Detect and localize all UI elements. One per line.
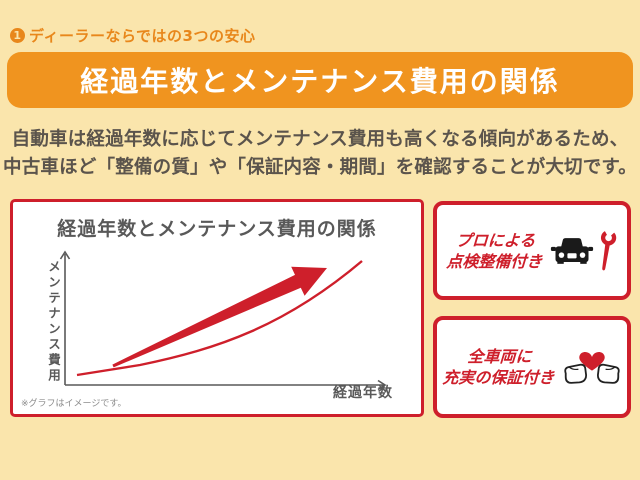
chart-card: 経過年数とメンテナンス費用の関係 メンテナンス費用 経過年数 ※グラフはイメージ… xyxy=(10,199,424,417)
intro-line-2: 中古車ほど「整備の質」や「保証内容・期間」を確認することが大切です。 xyxy=(3,157,637,178)
warranty-icons xyxy=(563,345,621,389)
chart-axes xyxy=(59,250,387,391)
feature-inspection-line-1: プロによる xyxy=(455,230,536,250)
cost-curve xyxy=(76,260,363,377)
inspection-icons xyxy=(550,228,617,274)
section-label-text: ディーラーならではの3つの安心 xyxy=(29,27,256,45)
wrench-icon xyxy=(600,230,617,270)
chart-title: 経過年数とメンテナンス費用の関係 xyxy=(57,218,377,240)
line-chart xyxy=(59,250,387,391)
chart-disclaimer-note: ※グラフはイメージです。 xyxy=(21,399,127,409)
hands-heart-icon xyxy=(563,351,620,384)
x-axis-label: 経過年数 xyxy=(333,385,393,401)
feature-warranty-line-1: 全車両に xyxy=(467,347,533,366)
page-title: 経過年数とメンテナンス費用の関係 xyxy=(80,65,560,98)
feature-inspection-line-2: 点検整備付き xyxy=(445,251,543,271)
intro-line-1: 自動車は経過年数に応じてメンテナンス費用も高くなる傾向があるため、 xyxy=(11,129,629,150)
car-icon xyxy=(550,237,594,264)
feature-inspection-text: プロによる 点検整備付き xyxy=(446,230,544,272)
section-label: 1 ディーラーならではの3つの安心 xyxy=(10,25,255,46)
y-axis-label: メンテナンス費用 xyxy=(46,260,61,384)
intro-paragraph: 自動車は経過年数に応じてメンテナンス費用も高くなる傾向があるため、 中古車ほど「… xyxy=(0,126,640,182)
feature-warranty-text: 全車両に 充実の保証付き xyxy=(442,346,556,388)
title-banner: 経過年数とメンテナンス費用の関係 xyxy=(7,52,633,108)
feature-card-inspection: プロによる 点検整備付き xyxy=(433,201,631,300)
trend-arrow xyxy=(112,266,328,368)
circled-number-icon: 1 xyxy=(10,28,25,43)
feature-card-warranty: 全車両に 充実の保証付き xyxy=(433,316,631,418)
feature-warranty-line-2: 充実の保証付き xyxy=(442,368,556,387)
